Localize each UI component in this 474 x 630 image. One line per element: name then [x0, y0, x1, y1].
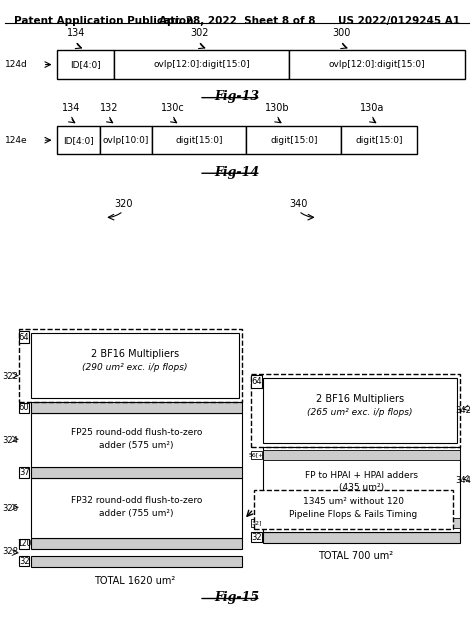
- Bar: [251, 519, 262, 527]
- Text: 2 BF16 Multipliers: 2 BF16 Multipliers: [316, 394, 404, 404]
- Text: 32: 32: [19, 557, 29, 566]
- Bar: [263, 450, 460, 460]
- Bar: [31, 333, 239, 398]
- Bar: [19, 556, 29, 566]
- Text: 132: 132: [100, 103, 118, 113]
- Text: 328: 328: [2, 547, 18, 556]
- Text: Fig-15: Fig-15: [214, 591, 260, 604]
- Text: ID[4:0]: ID[4:0]: [63, 135, 93, 145]
- Bar: [31, 478, 242, 538]
- Bar: [263, 532, 460, 543]
- Text: 320: 320: [114, 199, 133, 209]
- Text: 134: 134: [67, 28, 85, 38]
- Text: Pipeline Flops & Fails Timing: Pipeline Flops & Fails Timing: [289, 510, 417, 518]
- Bar: [31, 556, 242, 567]
- Bar: [19, 539, 29, 549]
- Bar: [31, 413, 242, 467]
- Bar: [57, 50, 114, 79]
- Text: Fig-13: Fig-13: [214, 90, 260, 103]
- FancyBboxPatch shape: [254, 490, 453, 529]
- Text: 124d: 124d: [5, 60, 27, 69]
- Bar: [263, 518, 460, 528]
- Text: adder (755 um²): adder (755 um²): [99, 508, 173, 518]
- Text: FP to HPAI + HPAI adders: FP to HPAI + HPAI adders: [305, 471, 418, 480]
- Text: 37: 37: [19, 468, 29, 477]
- Bar: [19, 329, 242, 402]
- Text: Apr. 28, 2022  Sheet 8 of 8: Apr. 28, 2022 Sheet 8 of 8: [159, 16, 315, 26]
- Bar: [251, 374, 460, 447]
- Text: (290 um² exc. i/p flops): (290 um² exc. i/p flops): [82, 363, 188, 372]
- Text: 130a: 130a: [360, 103, 384, 113]
- Bar: [31, 467, 242, 478]
- Text: 134: 134: [62, 103, 80, 113]
- Text: ID[4:0]: ID[4:0]: [70, 60, 100, 69]
- Text: digit[15:0]: digit[15:0]: [356, 135, 403, 145]
- Text: TOTAL 1620 um²: TOTAL 1620 um²: [94, 576, 176, 587]
- Bar: [263, 447, 460, 532]
- Text: adder (575 um²): adder (575 um²): [99, 440, 173, 450]
- Bar: [289, 50, 465, 79]
- Bar: [114, 50, 289, 79]
- Bar: [31, 538, 242, 549]
- Text: 56[+: 56[+: [249, 453, 264, 457]
- Bar: [19, 403, 29, 413]
- Bar: [263, 378, 457, 443]
- Text: 340: 340: [290, 199, 308, 209]
- Text: 322: 322: [2, 372, 18, 381]
- Bar: [246, 126, 341, 154]
- Text: 32: 32: [251, 533, 262, 542]
- Text: ovlp[10:0]: ovlp[10:0]: [102, 135, 149, 145]
- Bar: [100, 126, 152, 154]
- Text: 324: 324: [2, 435, 18, 445]
- Text: digit[15:0]: digit[15:0]: [270, 135, 318, 145]
- Bar: [251, 451, 262, 459]
- Text: ovlp[12:0]:digit[15:0]: ovlp[12:0]:digit[15:0]: [153, 60, 250, 69]
- Text: 1345 um² without 120: 1345 um² without 120: [302, 497, 404, 506]
- Text: Fig-14: Fig-14: [214, 166, 260, 179]
- Text: 120: 120: [17, 539, 31, 548]
- Bar: [341, 126, 417, 154]
- Bar: [251, 375, 262, 388]
- Text: (265 um² exc. i/p flops): (265 um² exc. i/p flops): [308, 408, 413, 417]
- Text: digit[15:0]: digit[15:0]: [175, 135, 223, 145]
- Text: FP25 round-odd flush-to-zero: FP25 round-odd flush-to-zero: [71, 428, 202, 437]
- Bar: [251, 532, 262, 542]
- Bar: [152, 126, 246, 154]
- Text: 64: 64: [19, 333, 29, 341]
- Text: 124e: 124e: [5, 135, 27, 145]
- Text: ovlp[12:0]:digit[15:0]: ovlp[12:0]:digit[15:0]: [328, 60, 425, 69]
- Bar: [57, 126, 100, 154]
- Text: 2 BF16 Multipliers: 2 BF16 Multipliers: [91, 350, 179, 359]
- Text: TOTAL 700 um²: TOTAL 700 um²: [318, 551, 393, 561]
- Text: 302: 302: [190, 28, 209, 38]
- Text: 64: 64: [251, 377, 262, 386]
- Text: 60: 60: [19, 403, 29, 412]
- Text: 32]: 32]: [251, 521, 262, 525]
- Text: (435 um²): (435 um²): [339, 483, 384, 493]
- Bar: [19, 331, 29, 343]
- Text: Patent Application Publication: Patent Application Publication: [14, 16, 194, 26]
- Text: US 2022/0129245 A1: US 2022/0129245 A1: [338, 16, 460, 26]
- Bar: [19, 467, 29, 478]
- Text: 130c: 130c: [161, 103, 185, 113]
- Text: 326: 326: [2, 503, 18, 513]
- Text: 300: 300: [332, 28, 350, 38]
- Text: 342: 342: [456, 406, 472, 415]
- Text: 344: 344: [456, 476, 472, 485]
- Bar: [31, 402, 242, 413]
- Text: FP32 round-odd flush-to-zero: FP32 round-odd flush-to-zero: [71, 496, 202, 505]
- Text: 130b: 130b: [265, 103, 290, 113]
